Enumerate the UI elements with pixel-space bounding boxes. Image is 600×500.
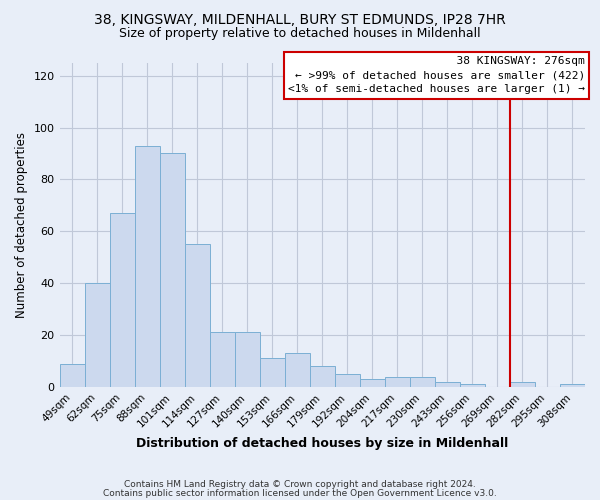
Bar (134, 146, 160, 387)
Bar (285, 353, 310, 387)
X-axis label: Distribution of detached houses by size in Mildenhall: Distribution of detached houses by size … (136, 437, 508, 450)
Bar (435, 382, 460, 387)
Text: Size of property relative to detached houses in Mildenhall: Size of property relative to detached ho… (119, 28, 481, 40)
Bar (185, 244, 209, 387)
Bar (110, 213, 134, 387)
Bar (160, 154, 185, 387)
Bar (209, 332, 235, 387)
Text: Contains public sector information licensed under the Open Government Licence v3: Contains public sector information licen… (103, 490, 497, 498)
Bar (85, 283, 110, 387)
Bar (59, 364, 85, 387)
Bar (560, 384, 585, 387)
Bar (385, 376, 410, 387)
Bar (510, 382, 535, 387)
Y-axis label: Number of detached properties: Number of detached properties (15, 132, 28, 318)
Text: Contains HM Land Registry data © Crown copyright and database right 2024.: Contains HM Land Registry data © Crown c… (124, 480, 476, 489)
Bar (460, 384, 485, 387)
Bar (260, 358, 285, 387)
Bar (310, 366, 335, 387)
Bar (335, 374, 360, 387)
Text: 38, KINGSWAY, MILDENHALL, BURY ST EDMUNDS, IP28 7HR: 38, KINGSWAY, MILDENHALL, BURY ST EDMUND… (94, 12, 506, 26)
Bar (410, 376, 435, 387)
Bar (235, 332, 260, 387)
Text: 38 KINGSWAY: 276sqm
← >99% of detached houses are smaller (422)
<1% of semi-deta: 38 KINGSWAY: 276sqm ← >99% of detached h… (288, 56, 585, 94)
Bar (360, 379, 385, 387)
